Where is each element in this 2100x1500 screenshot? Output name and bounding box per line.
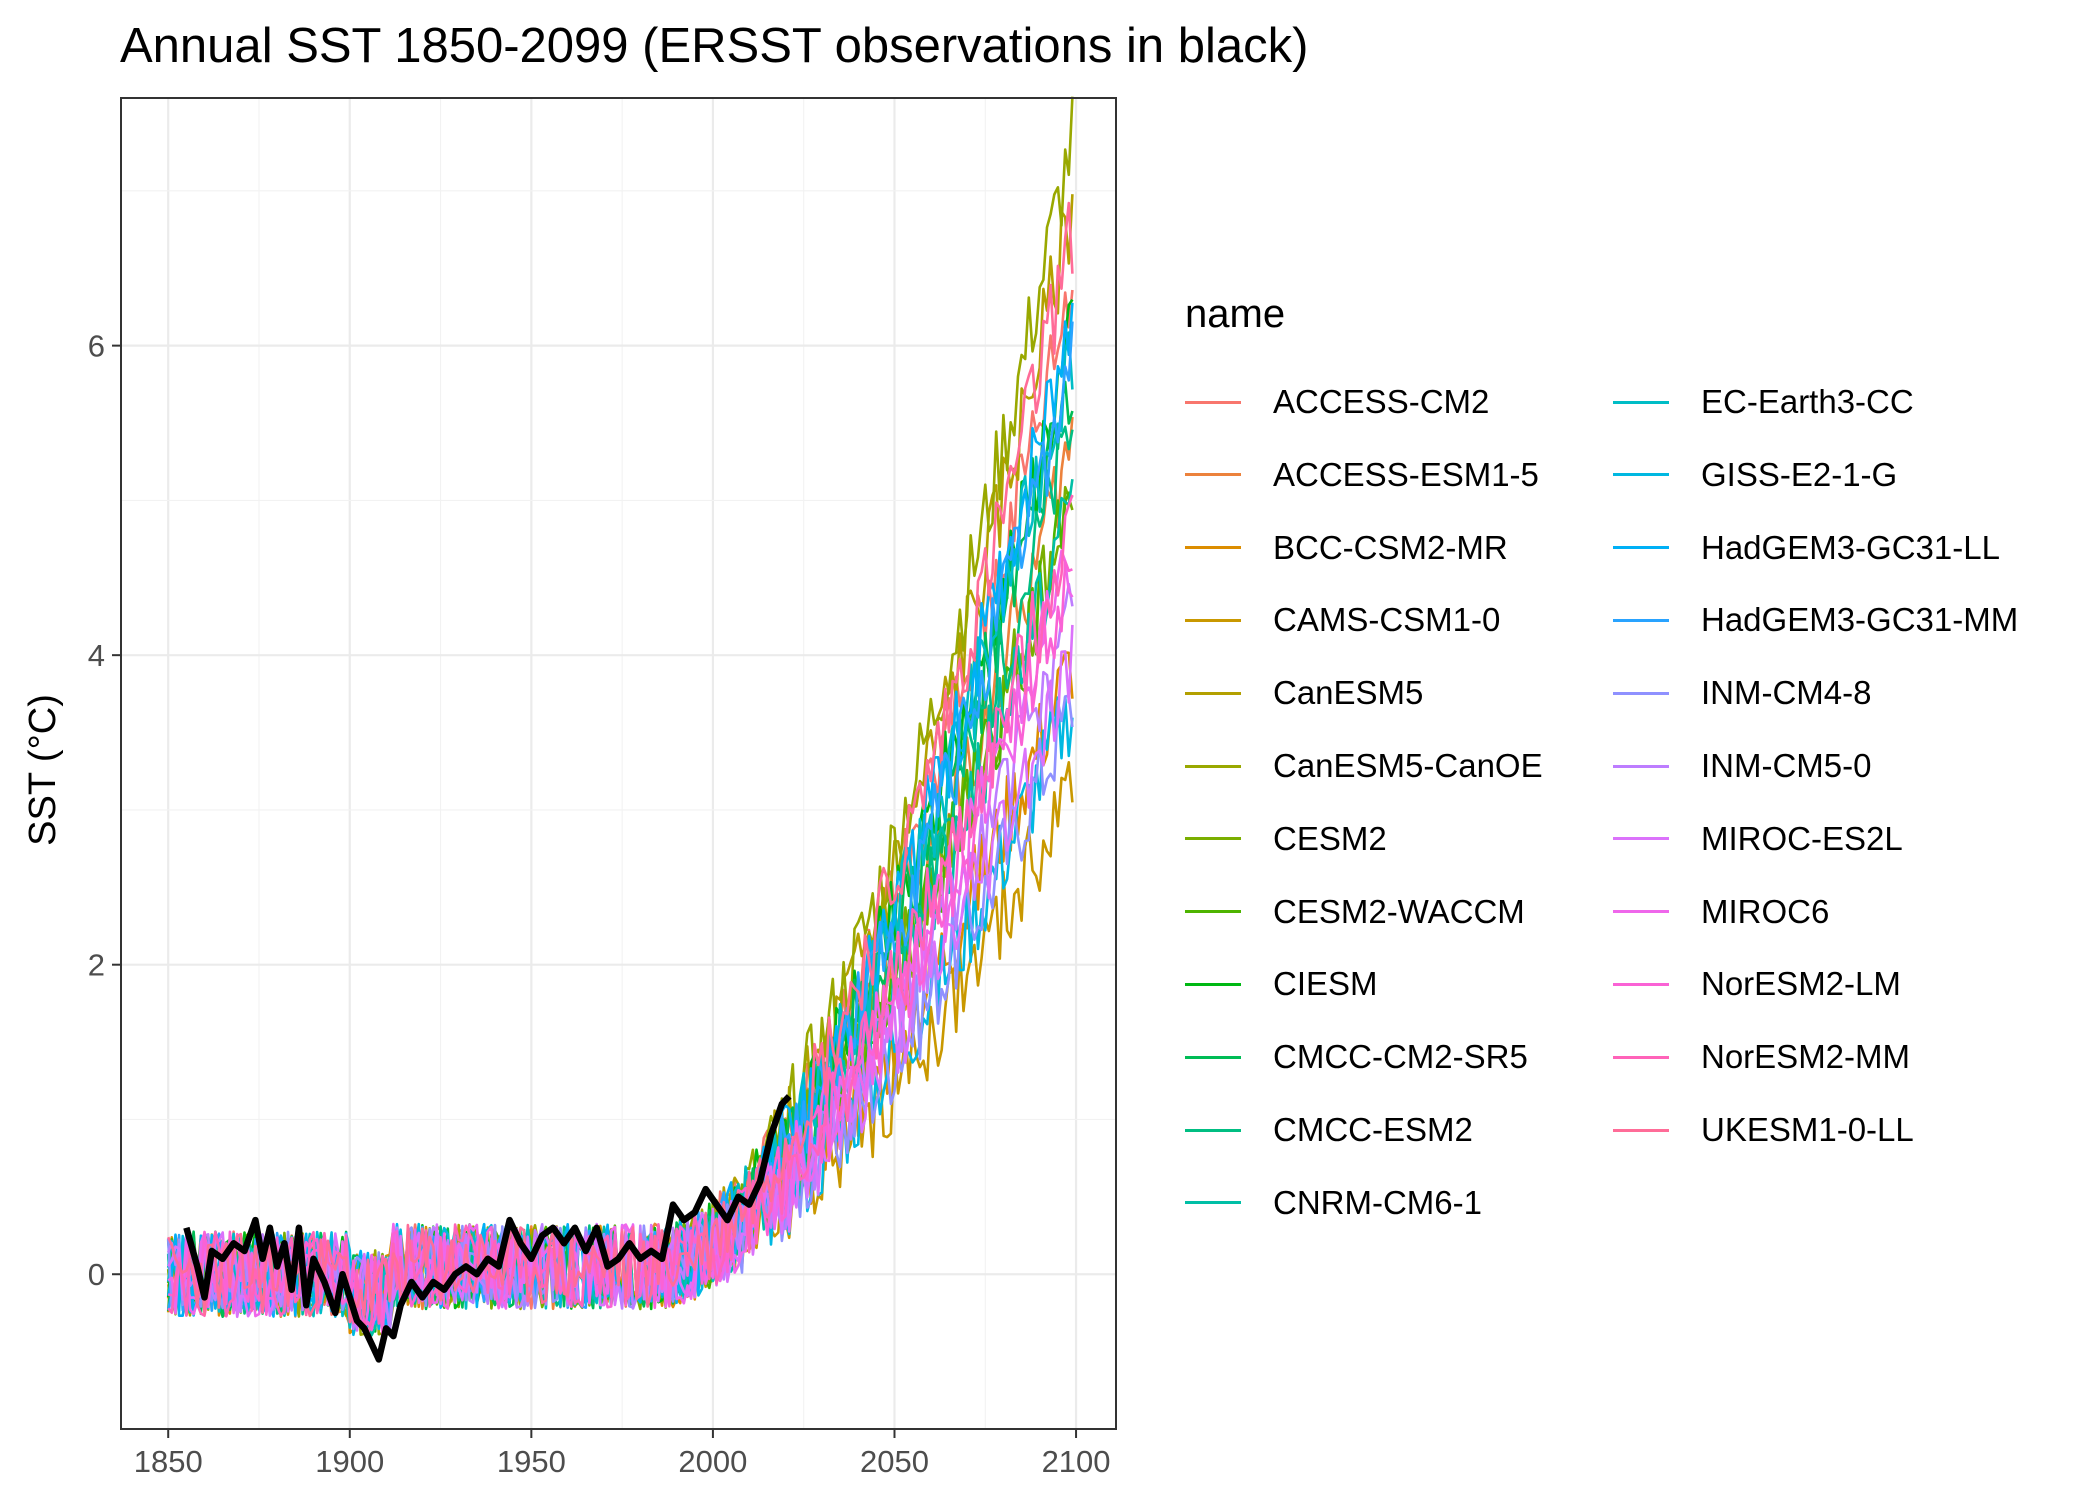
legend-swatch — [1613, 910, 1669, 914]
legend-swatch — [1185, 837, 1241, 841]
legend-label: CESM2-WACCM — [1273, 892, 1525, 930]
legend-label: INM-CM5-0 — [1701, 747, 1872, 784]
legend-item: HadGEM3-GC31-LL — [1613, 520, 2043, 576]
legend-swatch — [1613, 546, 1669, 550]
series-line-canesm5 — [166, 194, 1074, 1330]
legend-item: CMCC-CM2-SR5 — [1185, 1029, 1615, 1085]
legend-item: UKESM1-0-LL — [1613, 1102, 2043, 1158]
legend-swatch — [1185, 910, 1241, 914]
x-tick-label: 2050 — [860, 1444, 929, 1479]
observation-layer — [183, 1094, 792, 1363]
legend-item: INM-CM5-0 — [1613, 738, 2043, 794]
legend-label: INM-CM4-8 — [1701, 674, 1872, 712]
series-line-noresm2-lm — [167, 559, 1073, 1337]
legend-label: UKESM1-0-LL — [1701, 1111, 1914, 1148]
legend-item: CNRM-CM6-1 — [1185, 1175, 1615, 1231]
legend-swatch — [1613, 618, 1669, 622]
series-layer — [166, 96, 1074, 1337]
chart-title: Annual SST 1850-2099 (ERSST observations… — [120, 19, 1308, 73]
legend-label: ACCESS-ESM1-5 — [1273, 455, 1539, 493]
legend-label: GISS-E2-1-G — [1701, 455, 1898, 493]
legend-item: CanESM5 — [1185, 665, 1615, 721]
legend-item: CESM2 — [1185, 811, 1615, 867]
plot-panel-border — [120, 97, 1117, 1430]
legend-swatch — [1185, 982, 1241, 986]
legend-swatch — [1185, 1128, 1241, 1132]
legend-swatch — [1613, 691, 1669, 695]
legend-item: ACCESS-CM2 — [1185, 374, 1615, 430]
x-tick-label: 1850 — [134, 1444, 203, 1479]
y-tick-label: 6 — [88, 329, 105, 364]
legend-label: CanESM5 — [1273, 674, 1424, 712]
series-line-noresm2-mm — [167, 494, 1074, 1335]
x-tick-label: 1900 — [315, 1444, 384, 1479]
legend-item: NorESM2-LM — [1613, 956, 2043, 1012]
series-line-miroc6 — [167, 549, 1074, 1335]
y-tick-label: 0 — [88, 1257, 105, 1292]
legend-item: HadGEM3-GC31-MM — [1613, 592, 2043, 648]
legend-item: BCC-CSM2-MR — [1185, 520, 1615, 576]
legend-swatch — [1613, 1128, 1669, 1132]
legend-item: NorESM2-MM — [1613, 1029, 2043, 1085]
legend-swatch — [1613, 1055, 1669, 1059]
series-line-ukesm1-0-ll — [167, 201, 1074, 1324]
legend-label: NorESM2-MM — [1701, 1038, 1911, 1076]
x-tick-label: 1950 — [497, 1444, 566, 1479]
y-axis-label: SST (°C) — [22, 694, 64, 846]
legend-swatch — [1613, 473, 1669, 477]
legend-label: CIESM — [1273, 965, 1378, 1003]
legend-label: MIROC6 — [1701, 892, 1830, 930]
legend-label: EC-Earth3-CC — [1701, 383, 1914, 420]
x-tick-label: 2100 — [1042, 1444, 1111, 1479]
legend-swatch — [1185, 546, 1241, 550]
series-line-canesm5-canoe — [166, 96, 1074, 1336]
legend-swatch — [1613, 764, 1669, 768]
legend-label: CNRM-CM6-1 — [1273, 1183, 1482, 1221]
legend-swatch — [1613, 400, 1669, 404]
legend-swatch — [1613, 982, 1669, 986]
legend-item: MIROC6 — [1613, 884, 2043, 940]
legend-item: MIROC-ES2L — [1613, 811, 2043, 867]
legend-label: BCC-CSM2-MR — [1273, 528, 1508, 566]
legend-label: NorESM2-LM — [1701, 965, 1901, 1003]
legend-title: name — [1185, 292, 1286, 336]
legend-item: CAMS-CSM1-0 — [1185, 592, 1615, 648]
legend-swatch — [1185, 764, 1241, 768]
y-tick-label: 2 — [88, 948, 105, 983]
legend-swatch — [1185, 400, 1241, 404]
legend-swatch — [1613, 837, 1669, 841]
legend-item: CMCC-ESM2 — [1185, 1102, 1615, 1158]
legend-label: HadGEM3-GC31-LL — [1701, 528, 2000, 566]
series-line-ec-earth3-cc — [166, 331, 1074, 1329]
legend-label: CAMS-CSM1-0 — [1273, 601, 1501, 639]
legend-item: CanESM5-CanOE — [1185, 738, 1615, 794]
legend-label: ACCESS-CM2 — [1273, 383, 1490, 420]
observations-line — [183, 1094, 792, 1363]
legend-swatch — [1185, 691, 1241, 695]
legend-item: CIESM — [1185, 956, 1615, 1012]
axis-layer: 1850 1900 1950 2000 2050 2100 0 2 4 6 — [88, 329, 1111, 1479]
legend-label: CMCC-ESM2 — [1273, 1111, 1473, 1148]
legend-item: CESM2-WACCM — [1185, 884, 1615, 940]
legend-label: CanESM5-CanOE — [1273, 747, 1543, 784]
legend-swatch — [1185, 1055, 1241, 1059]
legend-item: GISS-E2-1-G — [1613, 447, 2043, 503]
legend-label: CESM2 — [1273, 819, 1387, 857]
legend: name ACCESS-CM2 ACCESS-ESM1-5 BCC-CSM2-MR C… — [1185, 290, 2075, 1230]
legend-swatch — [1185, 473, 1241, 477]
legend-label: HadGEM3-GC31-MM — [1701, 601, 2019, 639]
legend-label: CMCC-CM2-SR5 — [1273, 1038, 1528, 1076]
legend-label: MIROC-ES2L — [1701, 819, 1903, 857]
legend-swatch — [1185, 618, 1241, 622]
legend-swatch — [1185, 1201, 1241, 1205]
y-tick-label: 4 — [88, 638, 105, 673]
x-tick-label: 2000 — [678, 1444, 747, 1479]
legend-item: INM-CM4-8 — [1613, 665, 2043, 721]
legend-item: ACCESS-ESM1-5 — [1185, 447, 1615, 503]
legend-item: EC-Earth3-CC — [1613, 374, 2043, 430]
